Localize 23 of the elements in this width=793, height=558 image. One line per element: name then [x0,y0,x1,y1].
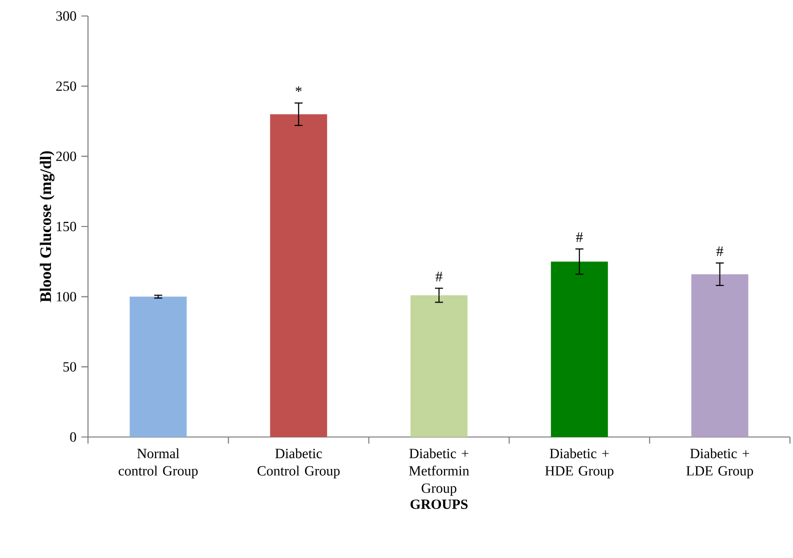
bar [410,295,468,437]
x-tick-label: Diabetic + Metformin Group [409,448,470,496]
annotation: * [296,86,302,92]
y-tick-label: 50 [63,362,76,372]
y-tick-label: 150 [56,222,76,232]
y-tick-label: 200 [56,152,76,162]
x-axis-title: GROUPS [410,500,468,509]
x-tick-label: Diabetic + LDE Group [686,448,754,478]
annotation: # [716,246,724,256]
x-tick-label: Normal control Group [118,448,198,478]
y-tick-label: 100 [56,292,76,302]
bar [550,262,608,437]
bar [691,274,748,437]
x-tick-label: Diabetic + HDE Group [545,448,614,478]
y-tick-label: 0 [70,432,76,442]
y-tick-label: 300 [56,11,76,21]
annotation: # [576,232,583,242]
bar [270,114,328,437]
bar [130,296,187,437]
annotation: # [436,272,442,282]
x-tick-label: Diabetic Control Group [258,448,340,478]
y-tick-label: 250 [56,81,76,91]
y-axis-title: Blood Glucose (mg/dl) [40,151,54,302]
